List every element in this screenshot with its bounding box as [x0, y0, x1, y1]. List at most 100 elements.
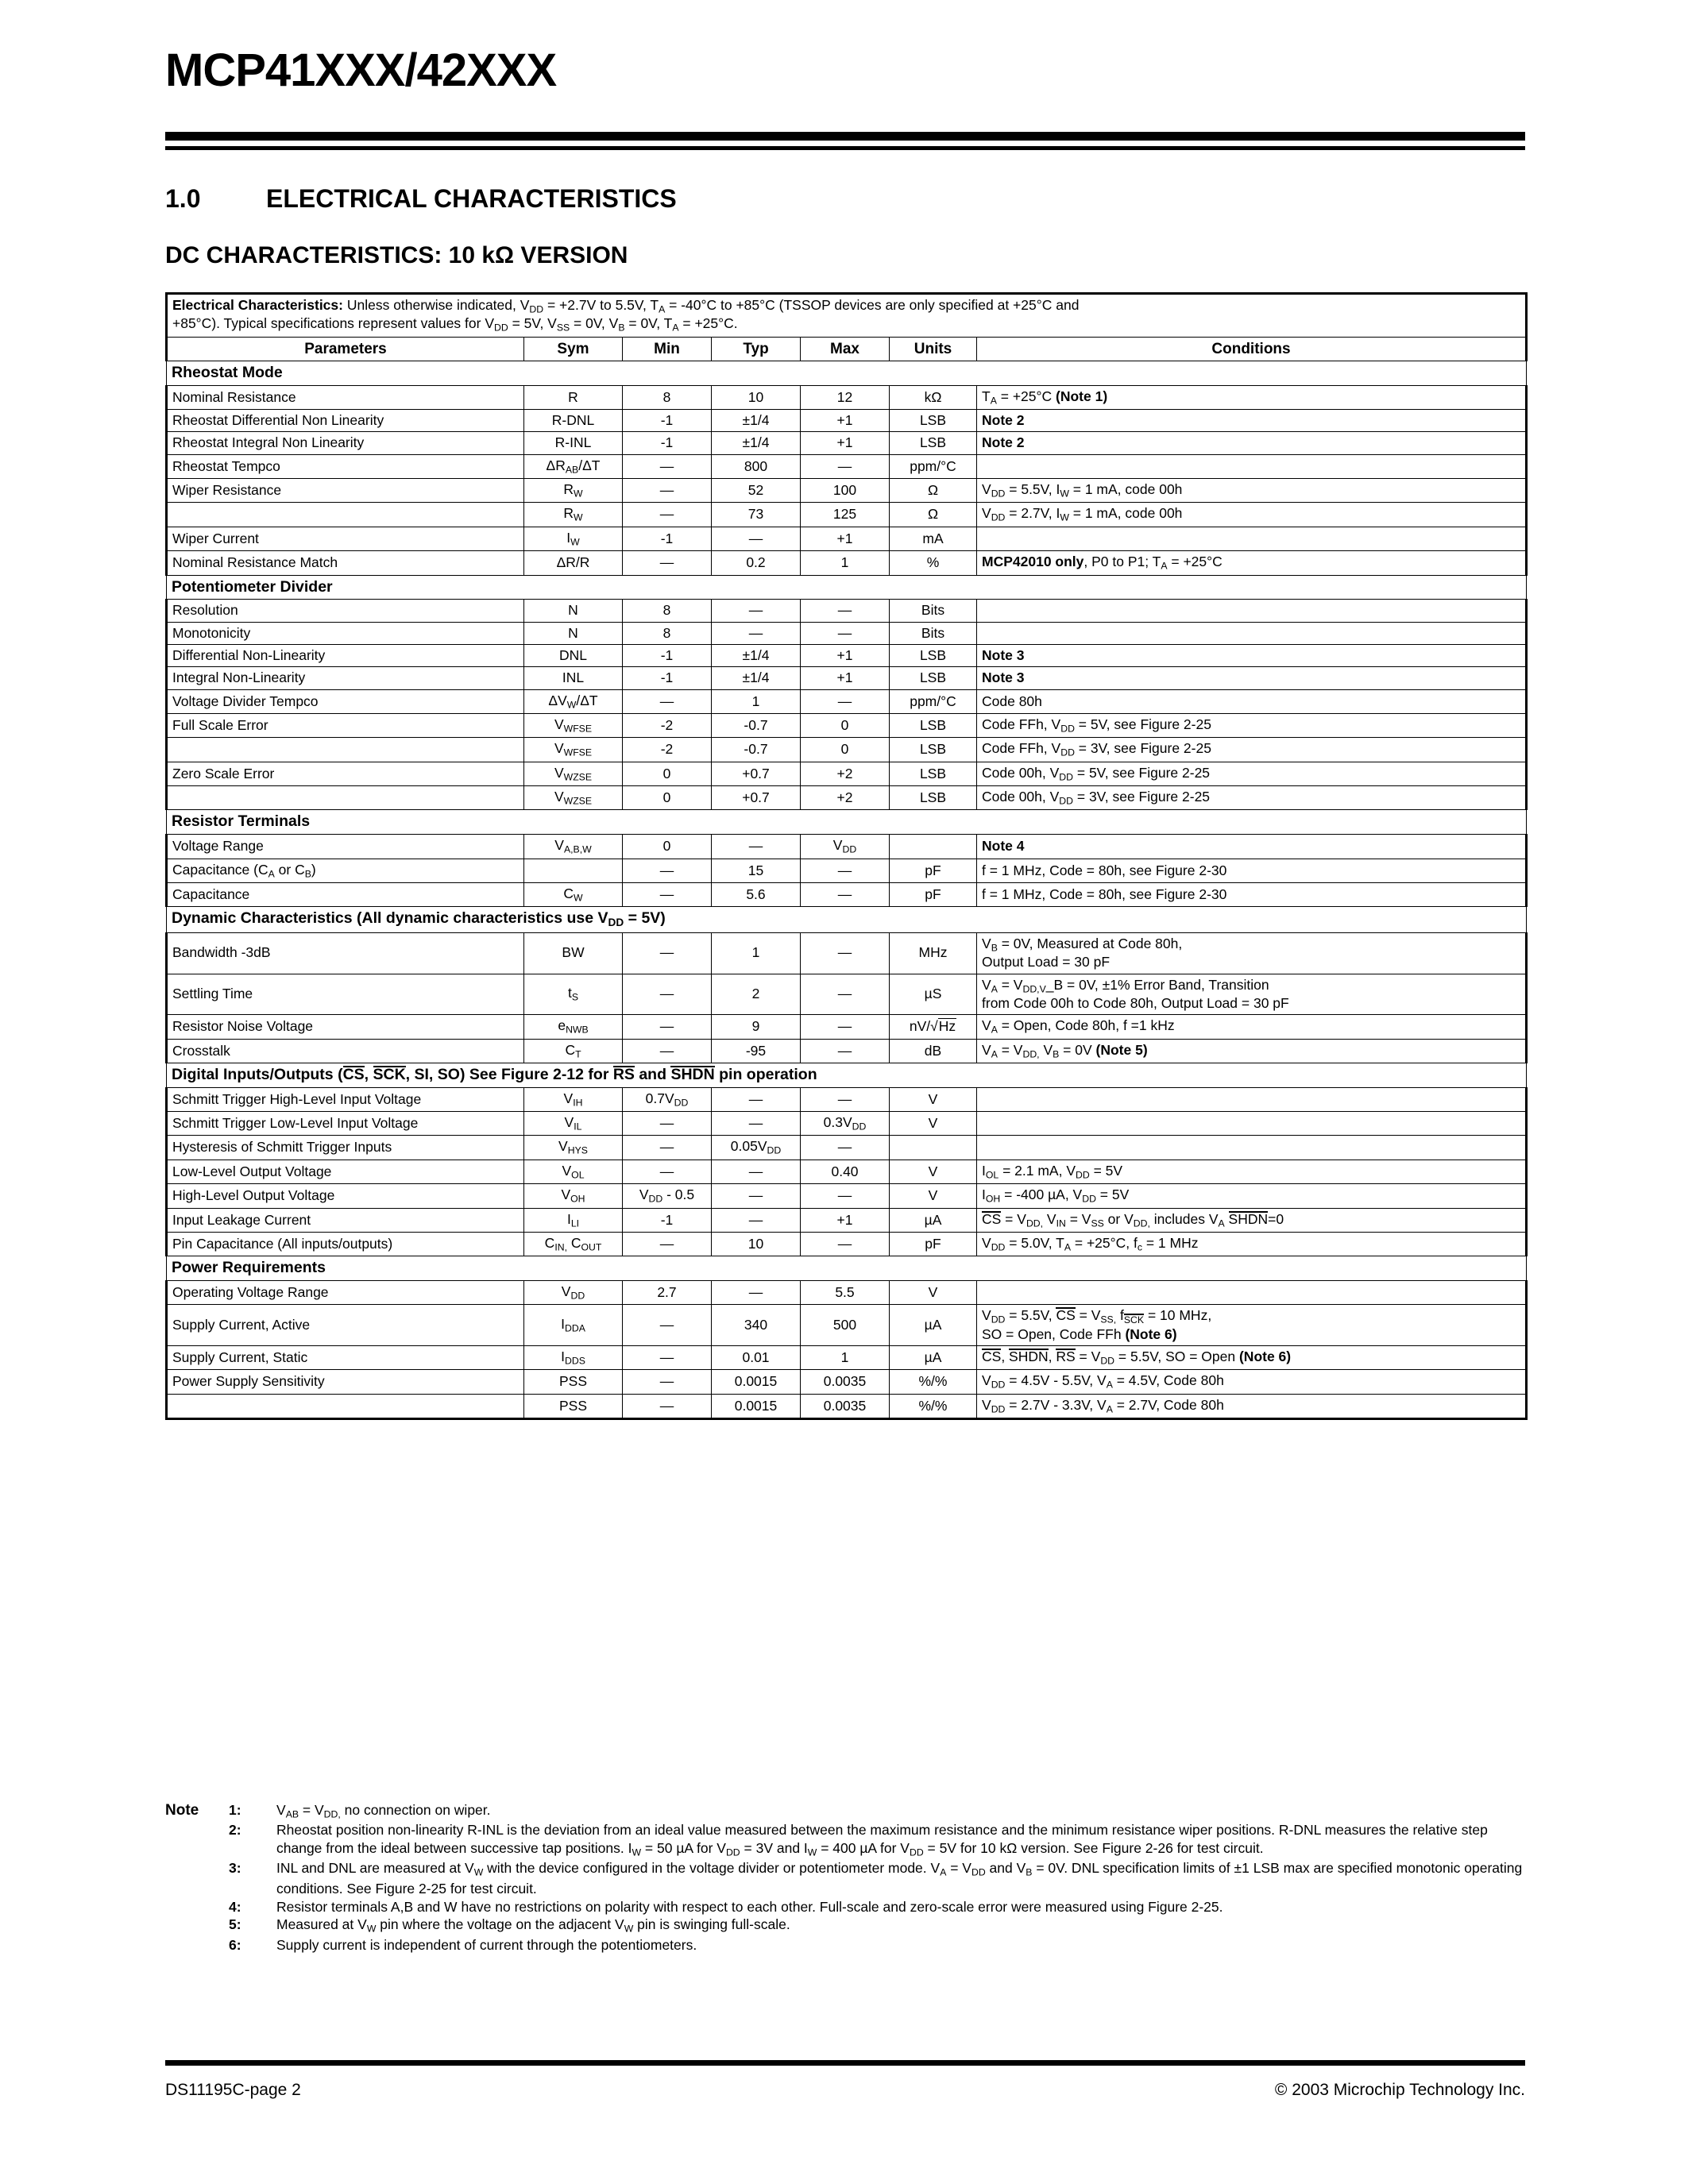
cell-symbol: eNWB — [523, 1014, 623, 1040]
dc-characteristics-table: Electrical Characteristics: Unless other… — [165, 292, 1528, 1421]
cell-typ: — — [711, 1207, 801, 1233]
cell-min: — — [622, 858, 712, 883]
cell-conditions: Note 4 — [976, 834, 1528, 859]
cell-units: V — [889, 1159, 977, 1185]
cell-units: µA — [889, 1207, 977, 1233]
cell-parameter: Nominal Resistance Match — [165, 550, 524, 576]
column-header-conditions: Conditions — [976, 336, 1528, 361]
cell-parameter — [165, 737, 524, 762]
table-header-row: Parameters Sym Min Typ Max Units Conditions — [165, 336, 1528, 361]
cell-symbol: ILI — [523, 1207, 623, 1233]
cell-units: LSB — [889, 666, 977, 690]
cell-symbol: CIN, COUT — [523, 1231, 623, 1257]
cell-parameter — [165, 1393, 524, 1421]
cell-max: 1 — [800, 550, 890, 576]
cell-conditions — [976, 1135, 1528, 1160]
cell-max: 12 — [800, 384, 890, 411]
cell-min: — — [622, 478, 712, 504]
cell-min: — — [622, 1135, 712, 1160]
cell-conditions: VDD = 4.5V - 5.5V, VA = 4.5V, Code 80h — [976, 1369, 1528, 1395]
cell-min: 2.7 — [622, 1279, 712, 1306]
cell-symbol: VIH — [523, 1086, 623, 1113]
cell-max: 5.5 — [800, 1279, 890, 1306]
cell-symbol: ΔVW/ΔT — [523, 689, 623, 715]
cell-typ: 9 — [711, 1014, 801, 1040]
table-row: Voltage Divider Tempco ΔVW/ΔT —1— ppm/°C Cod… — [165, 689, 1528, 715]
cell-parameter: Voltage Divider Tempco — [165, 689, 524, 715]
cell-typ: 10 — [711, 384, 801, 411]
table-row: Voltage Range VA,B,W 0— VDD Note 4 — [165, 834, 1528, 859]
table-row: VWZSE 0 +0.7 +2 LSB Code 00h, VDD = 3V, see F… — [165, 785, 1528, 811]
cell-symbol: N — [523, 599, 623, 623]
cell-typ: +0.7 — [711, 761, 801, 787]
cell-symbol: IW — [523, 526, 623, 552]
cell-max: 500 — [800, 1304, 890, 1347]
cell-min: — — [622, 1111, 712, 1136]
cell-units: LSB — [889, 713, 977, 739]
cell-units: Bits — [889, 599, 977, 623]
table-row: Bandwidth -3dB BW —1— MHz VB = 0V, Measured … — [165, 932, 1528, 974]
cell-symbol: ΔR/R — [523, 550, 623, 576]
cell-max: — — [800, 1038, 890, 1063]
cell-typ: ±1/4 — [711, 666, 801, 690]
cell-typ: 0.0015 — [711, 1369, 801, 1395]
cell-symbol: INL — [523, 666, 623, 690]
header-rule-thin — [165, 146, 1525, 150]
cell-conditions: Note 3 — [976, 666, 1528, 690]
cell-typ: 340 — [711, 1304, 801, 1347]
cell-max: 0.0035 — [800, 1369, 890, 1395]
cell-conditions — [976, 453, 1528, 480]
cell-max: +1 — [800, 526, 890, 552]
cell-typ: 10 — [711, 1231, 801, 1257]
cell-typ: — — [711, 599, 801, 623]
cell-conditions: Code 00h, VDD = 5V, see Figure 2-25 — [976, 761, 1528, 787]
cell-units: µA — [889, 1304, 977, 1347]
cell-conditions: CS, SHDN, RS = VDD = 5.5V, SO = Open (No… — [976, 1345, 1528, 1371]
cell-min: — — [622, 689, 712, 715]
cell-max: 125 — [800, 502, 890, 527]
table-row: Nominal Resistance R 8 10 12 kΩ TA = +25°C (No… — [165, 384, 1528, 411]
note-number: 6: — [229, 1936, 241, 1953]
cell-min: 0 — [622, 761, 712, 787]
cell-units: µA — [889, 1345, 977, 1371]
cell-units: %/% — [889, 1369, 977, 1395]
table-row: Operating Voltage Range VDD 2.7—5.5 V — [165, 1279, 1528, 1306]
cell-max: 0.0035 — [800, 1393, 890, 1421]
column-header-parameters: Parameters — [165, 336, 524, 361]
group-header-row: Rheostat Mode — [166, 360, 1527, 386]
cell-typ: 2 — [711, 973, 801, 1016]
table-row: Resistor Noise Voltage eNWB —9— nV/√Hz VA = … — [165, 1014, 1528, 1040]
table-row: Rheostat Differential Non Linearity R-DNL… — [165, 409, 1528, 433]
cell-parameter: Wiper Resistance — [165, 478, 524, 504]
cell-symbol: VDD — [523, 1279, 623, 1306]
cell-min: 0 — [622, 785, 712, 811]
cell-conditions: VA = VDD,V_B = 0V, ±1% Error Band, Trans… — [976, 973, 1528, 1016]
note-number: 3: — [229, 1860, 241, 1877]
cell-typ: 5.6 — [711, 882, 801, 908]
cell-units: Bits — [889, 621, 977, 645]
cell-units: V — [889, 1111, 977, 1136]
cell-parameter: Rheostat Tempco — [165, 453, 524, 480]
cell-parameter: Full Scale Error — [165, 713, 524, 739]
cell-parameter — [165, 785, 524, 811]
cell-max: — — [800, 1014, 890, 1040]
cell-max: — — [800, 621, 890, 645]
cell-symbol: VWFSE — [523, 713, 623, 739]
cell-conditions: VDD = 5.5V, IW = 1 mA, code 00h — [976, 478, 1528, 504]
note-text: Resistor terminals A,B and W have no res… — [276, 1898, 1223, 1915]
note-text: Supply current is independent of current… — [276, 1936, 697, 1953]
cell-symbol: IDDA — [523, 1304, 623, 1347]
cell-max: 1 — [800, 1345, 890, 1371]
group-header-row: Power Requirements — [166, 1256, 1527, 1281]
table-row: RW —73 125 Ω VDD = 2.7V, IW = 1 mA, code 00h — [165, 502, 1528, 527]
cell-min: — — [622, 882, 712, 908]
column-header-max: Max — [800, 336, 890, 361]
table-row: Wiper Current IW -1— +1 mA — [165, 526, 1528, 552]
cell-parameter: Voltage Range — [165, 834, 524, 859]
group-header-row: Resistor Terminals — [166, 809, 1527, 835]
cell-max: — — [800, 973, 890, 1016]
cell-parameter: Wiper Current — [165, 526, 524, 552]
cell-units: %/% — [889, 1393, 977, 1421]
group-header-row: Potentiometer Divider — [166, 574, 1527, 600]
